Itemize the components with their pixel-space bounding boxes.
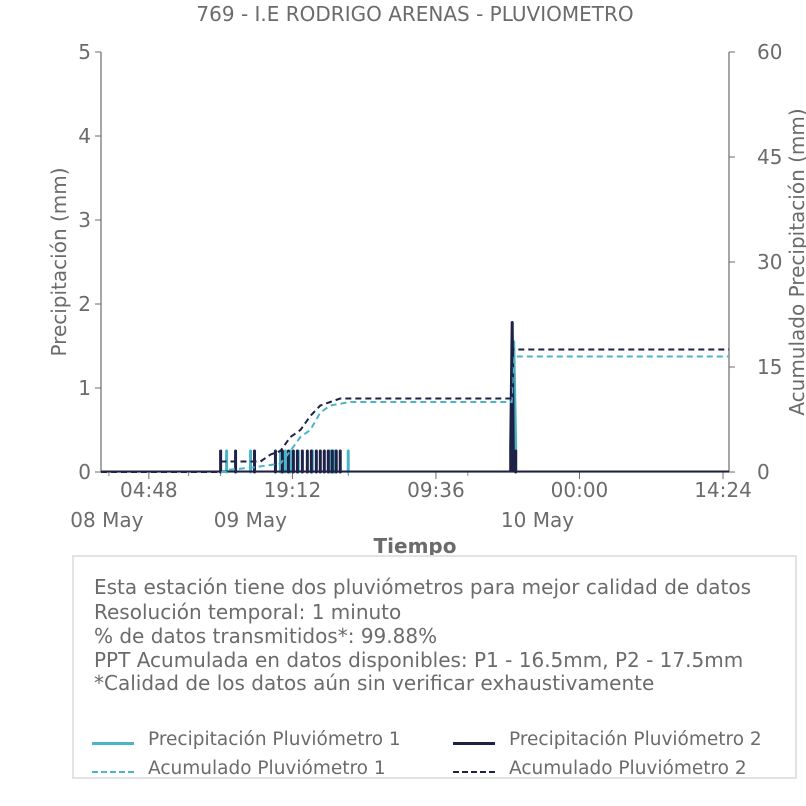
- y-tick-label-left: 2: [78, 292, 91, 316]
- x-tick-label: 09:36: [407, 478, 465, 502]
- info-line-transmitted: % de datos transmitidos*: 99.88%: [94, 624, 438, 648]
- y-tick-label-right: 15: [757, 355, 782, 379]
- x-tick-label: 14:24: [694, 478, 752, 502]
- legend-label: Precipitación Pluviómetro 2: [509, 729, 762, 750]
- legend-label: Acumulado Pluviómetro 2: [509, 758, 747, 779]
- y-tick-label-right: 45: [757, 145, 782, 169]
- y-tick-label-left: 1: [78, 376, 91, 400]
- x-axis-label: Tiempo: [374, 534, 457, 558]
- x-tick-date-label: 10 May: [501, 508, 574, 532]
- legend-swatch: [92, 742, 134, 745]
- info-line-resolution: Resolución temporal: 1 minuto: [94, 600, 402, 624]
- y-axis-label-left: Precipitación (mm): [47, 167, 71, 356]
- info-line-accumulated: PPT Acumulada en datos disponibles: P1 -…: [94, 648, 744, 672]
- y-tick-label-right: 60: [757, 40, 782, 64]
- x-tick-date-label: 08 May: [70, 508, 143, 532]
- legend-label: Acumulado Pluviómetro 1: [148, 758, 386, 779]
- legend-label: Precipitación Pluviómetro 1: [148, 729, 401, 750]
- y-tick-label-left: 0: [78, 460, 91, 484]
- accumulated-line: [101, 348, 729, 473]
- accumulated-line: [101, 355, 729, 473]
- info-line-quality: *Calidad de los datos aún sin verificar …: [94, 671, 655, 695]
- x-tick-date-label: 09 May: [214, 508, 287, 532]
- y-tick-label-left: 5: [78, 40, 91, 64]
- legend-swatch: [92, 771, 134, 773]
- info-line-stations: Esta estación tiene dos pluviómetros par…: [94, 575, 752, 599]
- legend-swatch: [453, 771, 495, 773]
- info-box: Esta estación tiene dos pluviómetros par…: [72, 555, 797, 779]
- x-tick-label: 04:48: [120, 478, 178, 502]
- x-tick-label: 00:00: [551, 478, 609, 502]
- legend-swatch: [453, 742, 495, 745]
- y-tick-label-right: 30: [757, 250, 782, 274]
- rainfall-chart: 769 - I.E RODRIGO ARENAS - PLUVIOMETRO 0…: [47, 2, 806, 558]
- y-tick-label-left: 3: [78, 208, 91, 232]
- x-tick-label: 19:12: [264, 478, 322, 502]
- y-tick-label-left: 4: [78, 124, 91, 148]
- y-tick-label-right: 0: [757, 460, 770, 484]
- y-axis-label-right: Acumulado Precipitación (mm): [785, 108, 806, 415]
- precip-peak: [509, 321, 515, 473]
- chart-title: 769 - I.E RODRIGO ARENAS - PLUVIOMETRO: [196, 2, 633, 26]
